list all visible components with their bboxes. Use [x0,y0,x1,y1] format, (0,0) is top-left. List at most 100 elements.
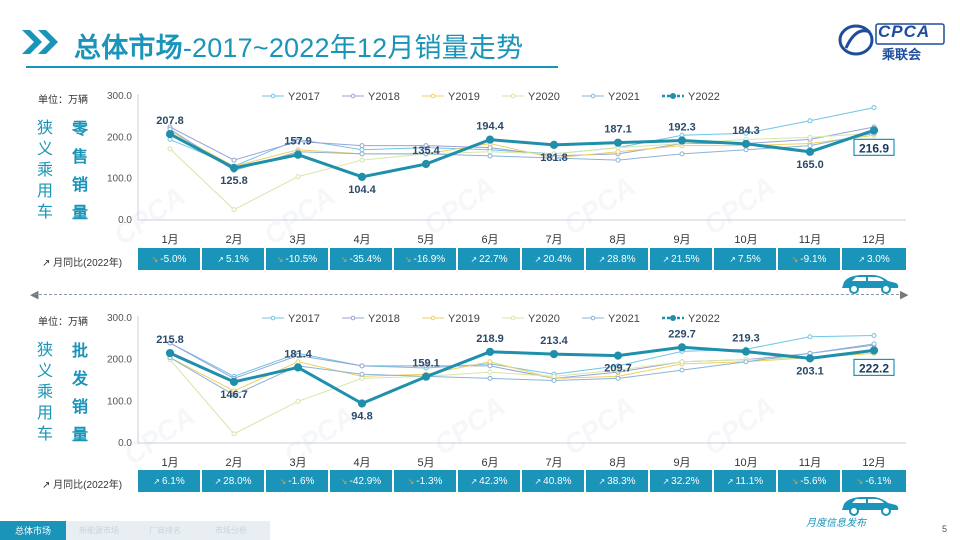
yoy-value: 42.3% [479,475,508,487]
yoy-cell: ↗ 28.0% [202,470,266,492]
yoy-label-top: ↗ 月同比(2022年) [42,254,122,269]
data-point [615,367,621,373]
legend-label: Y2022 [688,313,720,325]
data-point [357,399,367,408]
legend-marker [270,315,276,321]
data-point [359,157,365,163]
legend-marker [670,93,676,99]
yoy-value: -1.3% [416,475,443,487]
tab-maker-ranking[interactable]: 厂商排名 [149,526,181,535]
data-point [487,153,493,159]
data-point [487,149,493,155]
data-point [295,174,301,180]
trend-down-icon: ↘ [404,254,412,264]
data-label: 207.8 [156,115,184,127]
x-tick-label: 12月 [862,234,885,246]
trend-down-icon: ↘ [856,476,864,486]
data-label: 125.8 [220,175,248,187]
x-tick-label: 9月 [673,234,690,246]
legend-marker [670,315,676,321]
legend-label: Y2021 [608,313,640,325]
data-point [871,105,877,111]
data-point [679,151,685,157]
yoy-cell: ↗ 21.5% [650,248,714,270]
yoy-value: 3.0% [866,253,890,265]
yoy-cell: ↘ -5.0% [138,248,202,270]
legend-label: Y2019 [448,91,480,103]
data-point [871,341,877,347]
tab-new-energy[interactable]: 新能源市场 [79,526,119,535]
data-label: 215.8 [156,334,184,346]
yoy-value: -6.1% [865,475,892,487]
data-point [677,343,687,352]
tab-overall-market[interactable]: 总体市场 [0,521,66,540]
data-label: 194.4 [476,121,504,133]
yoy-cell: ↗ 28.8% [586,248,650,270]
x-tick-label: 3月 [289,457,306,469]
trend-down-icon: ↘ [279,476,287,486]
x-tick-label: 8月 [609,234,626,246]
series-line [169,132,875,211]
legend-label: Y2017 [288,91,320,103]
data-point [743,147,749,153]
trend-down-icon: ↘ [791,476,799,486]
yoy-cell: ↗ 3.0% [842,248,906,270]
yoy-cell: ↗ 42.3% [458,470,522,492]
yoy-value: 32.2% [671,475,700,487]
trend-up-icon: ↗ [470,476,478,486]
logo-subtitle: 乘联会 [882,47,922,62]
yoy-cell: ↗ 20.4% [522,248,586,270]
data-point [295,138,301,144]
yoy-label-text: 月同比(2022年) [53,258,123,269]
trend-down-icon: ↘ [276,254,284,264]
series-line [169,352,875,392]
data-label: 159.1 [412,358,440,370]
x-tick-label: 1月 [161,457,178,469]
side-label-bottom: 狭义乘用车 [36,342,53,443]
data-point [805,354,815,363]
data-point [741,139,751,148]
data-point [293,150,303,159]
trend-down-icon: ↘ [151,254,159,264]
x-tick-label: 6月 [481,457,498,469]
tab-market-analysis[interactable]: 市场分析 [215,526,247,535]
yoy-label-text: 月同比(2022年) [53,480,123,491]
data-point [229,377,239,386]
data-point [229,163,239,173]
cpca-logo-icon [838,23,945,56]
data-label: 104.4 [348,184,376,196]
legend-marker [510,93,516,99]
data-point [549,349,559,359]
x-tick-label: 3月 [289,234,306,246]
legend-marker [270,93,276,99]
yoy-label-bottom: ↗ 月同比(2022年) [42,476,122,491]
data-label: 229.7 [668,328,696,340]
yoy-cell: ↘ -5.6% [778,470,842,492]
data-label: 165.0 [796,159,824,171]
legend-label: Y2018 [368,313,400,325]
yoy-value: 38.3% [607,475,636,487]
data-point [677,136,687,145]
trend-up-icon: ↗ [153,476,160,486]
yoy-cell: ↗ 11.1% [714,470,778,492]
yoy-value: -9.1% [800,253,827,265]
logo-text: CPCA [878,22,931,41]
data-point [613,351,623,360]
data-point [807,134,813,140]
data-point [359,151,365,157]
yoy-value: -1.6% [288,475,315,487]
yoy-value: 28.8% [607,253,636,265]
y-tick-label: 300.0 [107,313,132,324]
y-tick-label: 100.0 [107,396,132,407]
series-line [169,335,875,377]
trend-up-icon: ↗ [534,254,542,264]
highlight-box [853,358,895,377]
yoy-value: -5.6% [800,475,827,487]
yoy-value: -10.5% [285,253,318,265]
legend-marker [350,315,356,321]
series-line [169,342,875,379]
data-point [293,363,303,372]
x-tick-label: 4月 [353,234,370,246]
y-tick-label: 200.0 [107,355,132,366]
yoy-value: 6.1% [161,475,185,487]
